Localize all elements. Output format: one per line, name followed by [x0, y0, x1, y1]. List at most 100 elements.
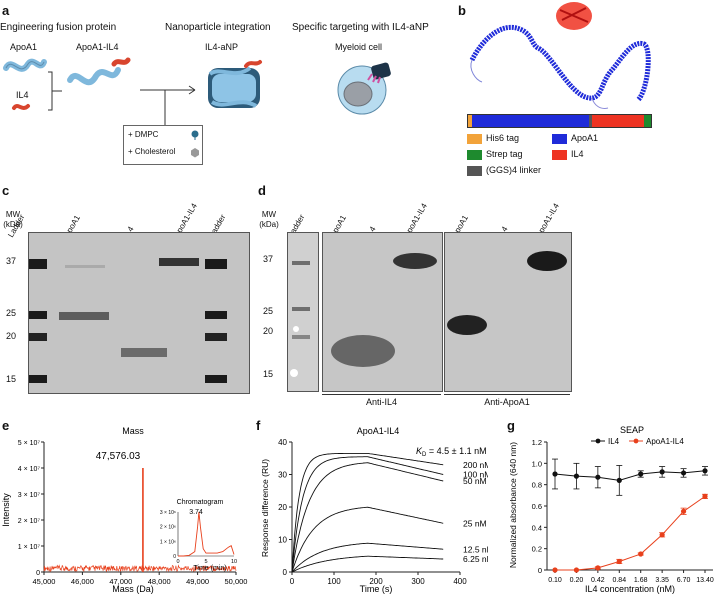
y-tick-label: 2 × 10⁷ [18, 518, 41, 525]
x-tick-label: 0 [290, 577, 295, 586]
western-anti-il4-image [322, 232, 443, 392]
data-point [552, 471, 558, 477]
panel-a-label: a [2, 3, 10, 18]
y-axis-label: Intensity [1, 493, 11, 527]
group-line-apoa1 [444, 394, 570, 395]
label-cell: Myeloid cell [335, 42, 383, 52]
series-label: 12.5 nM [463, 544, 488, 554]
panel-g-label: g [507, 418, 515, 433]
x-tick-label: 200 [369, 577, 383, 586]
panel-c-label: c [2, 183, 10, 198]
panel-b-label: b [458, 3, 466, 18]
marker-20: 20 [6, 331, 17, 341]
panel-d-label: d [258, 183, 266, 198]
y-tick-label: 5 × 10⁷ [18, 440, 41, 447]
series-line [554, 470, 706, 481]
y-tick-label: 20 [278, 503, 287, 512]
x-tick-label: 49,000 [186, 577, 209, 586]
lipid-icons [191, 130, 199, 158]
legend-marker [633, 438, 639, 444]
y-tick-label: 3 × 10⁷ [18, 492, 41, 499]
y-axis-label: Response difference (RU) [260, 459, 270, 557]
fusion-protein-icon [67, 67, 121, 86]
sensorgram-line [291, 456, 444, 573]
construct-bar [467, 114, 652, 128]
legend-label: ApoA1 [571, 133, 599, 143]
inset-y-tick-label: 3 × 10⁶ [160, 510, 176, 516]
data-point [680, 470, 687, 476]
data-point [616, 477, 622, 483]
x-axis-label: Mass (Da) [112, 584, 154, 594]
y-tick-label: 0 [283, 568, 288, 577]
x-axis-label: IL4 concentration (nM) [585, 584, 675, 594]
legend-label: His6 tag [486, 133, 520, 143]
sensorgram-line [291, 555, 444, 573]
y-tick-label: 0 [538, 566, 542, 575]
chart-title: ApoA1-IL4 [357, 426, 400, 436]
western-ladder-image [287, 232, 319, 392]
legend-item-apoa1: ApoA1 [552, 133, 598, 144]
data-point [659, 469, 665, 475]
x-tick-label: 300 [411, 577, 425, 586]
marker-37: 37 [263, 254, 274, 264]
data-point [573, 567, 580, 573]
kd-label: KD = 4.5 ± 1.1 nM [416, 446, 487, 458]
chart-title: Mass [122, 426, 144, 436]
x-axis-label: Time (s) [360, 584, 393, 594]
kd-subscript: D [422, 452, 427, 458]
data-point [659, 532, 665, 538]
y-tick-label: 1.0 [532, 459, 542, 468]
y-tick-label: 40 [278, 438, 287, 447]
x-tick-label: 45,000 [33, 577, 56, 586]
apoa1-protein-icon [3, 58, 47, 72]
additive-dmpc: + DMPC [128, 130, 159, 139]
panel-f-label: f [256, 418, 261, 433]
data-point [552, 567, 558, 573]
legend-marker [595, 438, 601, 444]
y-tick-label: 0.2 [532, 545, 542, 554]
series-label: 100 nM [463, 470, 488, 480]
series-label: 50 nM [463, 476, 487, 486]
label-il4: IL4 [16, 90, 29, 100]
data-point [702, 493, 708, 499]
marker-25: 25 [6, 308, 17, 318]
data-point [680, 508, 687, 514]
marker-15: 15 [263, 369, 274, 379]
protein-structure-image [469, 2, 651, 109]
inset-x-tick-label: 10 [231, 559, 237, 565]
series-label: 25 nM [463, 518, 487, 528]
legend-label: Strep tag [486, 149, 523, 159]
group-label-anti-apoa1: Anti-ApoA1 [484, 397, 530, 407]
y-tick-label: 1 × 10⁷ [18, 544, 41, 551]
sensorgram-line [291, 462, 444, 573]
data-point [595, 474, 601, 480]
inset-y-tick-label: 0 [173, 554, 176, 560]
marker-37: 37 [6, 256, 17, 266]
myeloid-cell-icon [337, 62, 391, 115]
legend-item-his6: His6 tag [467, 133, 519, 144]
x-tick-label: 6.70 [677, 577, 691, 584]
sensorgram-line [291, 506, 444, 573]
data-point [595, 565, 601, 571]
x-tick-label: 50,000 [225, 577, 248, 586]
data-point [616, 558, 622, 565]
x-tick-label: 0.42 [591, 577, 605, 584]
mass-spectrum-chart: Mass Intensity Mass (Da) 0 1 × 10⁷ 2 × 10⁷… [1, 426, 248, 594]
seap-reporter-chart: SEAP Normalized absorbance (640 nm) IL4 … [508, 425, 714, 594]
data-point [638, 471, 644, 477]
x-tick-label: 13.40 [696, 577, 714, 584]
kda-label: (kDa) [259, 220, 279, 229]
chromatogram-line [178, 511, 235, 557]
kd-value: = 4.5 ± 1.1 nM [426, 446, 486, 456]
marker-20: 20 [263, 326, 274, 336]
mw-label: MW [5, 210, 21, 219]
x-tick-label: 1.68 [634, 577, 648, 584]
legend-label: ApoA1-IL4 [646, 437, 684, 446]
data-point [702, 468, 708, 474]
x-tick-label: 46,000 [71, 577, 94, 586]
label-apoa1: ApoA1 [10, 42, 38, 52]
inset-x-tick-label: 0 [176, 559, 179, 565]
label-anp: IL4-aNP [205, 42, 239, 52]
x-tick-label: 3.35 [655, 577, 669, 584]
x-tick-label: 0.10 [548, 577, 562, 584]
